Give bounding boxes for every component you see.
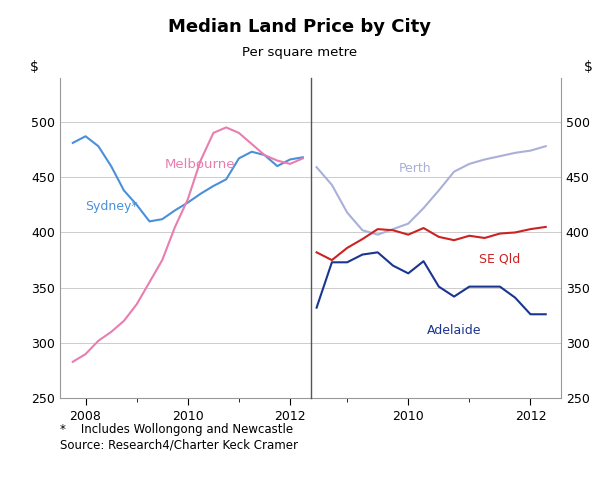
Text: Perth: Perth	[399, 162, 432, 175]
Text: $: $	[584, 61, 592, 75]
Text: $: $	[30, 61, 39, 75]
Text: Adelaide: Adelaide	[427, 324, 481, 337]
Text: Melbourne: Melbourne	[165, 158, 235, 171]
Text: Median Land Price by City: Median Land Price by City	[169, 18, 431, 36]
Text: *    Includes Wollongong and Newcastle
Source: Research4/Charter Keck Cramer: * Includes Wollongong and Newcastle Sour…	[60, 423, 298, 451]
Text: Sydney*: Sydney*	[86, 200, 138, 213]
Text: SE Qld: SE Qld	[479, 253, 520, 266]
Text: Per square metre: Per square metre	[242, 46, 358, 59]
